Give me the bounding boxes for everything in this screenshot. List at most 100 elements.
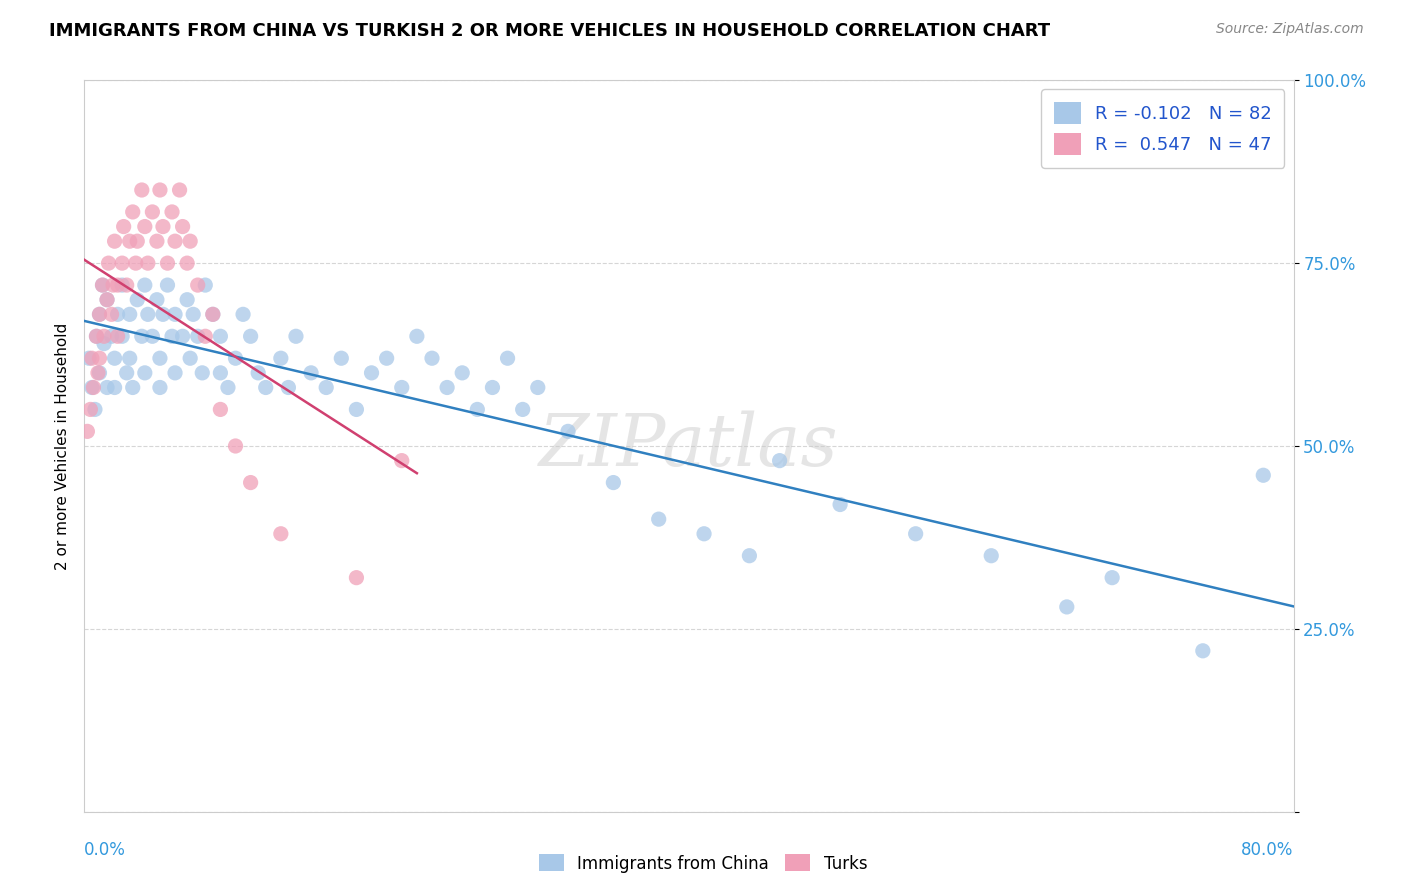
Point	[1056, 599, 1078, 614]
Point	[165, 366, 187, 380]
Point	[118, 307, 141, 321]
Point	[82, 380, 104, 394]
Point	[115, 366, 138, 380]
Point	[602, 475, 624, 490]
Point	[225, 351, 247, 366]
Point	[225, 439, 247, 453]
Point	[89, 351, 111, 366]
Point	[121, 205, 143, 219]
Point	[769, 453, 792, 467]
Point	[277, 380, 299, 394]
Point	[104, 380, 127, 394]
Point	[84, 402, 107, 417]
Point	[152, 219, 174, 234]
Point	[247, 366, 270, 380]
Point	[160, 329, 183, 343]
Point	[194, 329, 217, 343]
Point	[76, 425, 98, 439]
Point	[176, 293, 198, 307]
Point	[79, 402, 101, 417]
Point	[179, 351, 201, 366]
Point	[1101, 571, 1123, 585]
Point	[496, 351, 519, 366]
Point	[80, 351, 103, 366]
Point	[254, 380, 277, 394]
Legend: R = -0.102   N = 82, R =  0.547   N = 47: R = -0.102 N = 82, R = 0.547 N = 47	[1040, 89, 1285, 168]
Point	[149, 351, 172, 366]
Text: 0.0%: 0.0%	[84, 841, 127, 859]
Point	[239, 475, 262, 490]
Point	[107, 329, 129, 343]
Y-axis label: 2 or more Vehicles in Household: 2 or more Vehicles in Household	[55, 322, 70, 570]
Point	[156, 256, 179, 270]
Point	[107, 307, 129, 321]
Point	[191, 366, 214, 380]
Point	[270, 526, 292, 541]
Point	[115, 278, 138, 293]
Point	[239, 329, 262, 343]
Point	[141, 205, 163, 219]
Point	[420, 351, 443, 366]
Point	[436, 380, 458, 394]
Point	[557, 425, 579, 439]
Point	[270, 351, 292, 366]
Point	[391, 453, 413, 467]
Point	[330, 351, 353, 366]
Point	[285, 329, 308, 343]
Point	[127, 234, 149, 248]
Legend: Immigrants from China, Turks: Immigrants from China, Turks	[531, 847, 875, 880]
Point	[111, 278, 134, 293]
Point	[179, 234, 201, 248]
Point	[152, 307, 174, 321]
Point	[467, 402, 489, 417]
Point	[360, 366, 382, 380]
Point	[1253, 468, 1275, 483]
Point	[194, 278, 217, 293]
Point	[93, 329, 115, 343]
Point	[121, 380, 143, 394]
Point	[648, 512, 671, 526]
Point	[136, 307, 159, 321]
Point	[165, 307, 187, 321]
Point	[160, 205, 183, 219]
Point	[89, 307, 111, 321]
Point	[512, 402, 534, 417]
Point	[149, 380, 172, 394]
Point	[87, 366, 110, 380]
Point	[125, 256, 148, 270]
Point	[146, 293, 169, 307]
Point	[201, 307, 224, 321]
Point	[1192, 644, 1215, 658]
Point	[451, 366, 474, 380]
Point	[980, 549, 1002, 563]
Point	[134, 219, 156, 234]
Point	[100, 307, 122, 321]
Point	[346, 402, 368, 417]
Point	[107, 278, 129, 293]
Point	[101, 278, 124, 293]
Point	[96, 380, 118, 394]
Point	[172, 219, 194, 234]
Point	[209, 329, 232, 343]
Text: ZIPatlas: ZIPatlas	[538, 410, 839, 482]
Point	[527, 380, 550, 394]
Point	[169, 183, 191, 197]
Point	[187, 278, 209, 293]
Text: 80.0%: 80.0%	[1241, 841, 1294, 859]
Point	[104, 234, 127, 248]
Point	[232, 307, 254, 321]
Point	[141, 329, 163, 343]
Point	[127, 293, 149, 307]
Point	[112, 219, 135, 234]
Point	[77, 351, 100, 366]
Point	[209, 402, 232, 417]
Point	[176, 256, 198, 270]
Point	[375, 351, 398, 366]
Point	[104, 351, 127, 366]
Point	[100, 329, 122, 343]
Text: IMMIGRANTS FROM CHINA VS TURKISH 2 OR MORE VEHICLES IN HOUSEHOLD CORRELATION CHA: IMMIGRANTS FROM CHINA VS TURKISH 2 OR MO…	[49, 22, 1050, 40]
Point	[136, 256, 159, 270]
Point	[89, 307, 111, 321]
Point	[146, 234, 169, 248]
Point	[86, 329, 108, 343]
